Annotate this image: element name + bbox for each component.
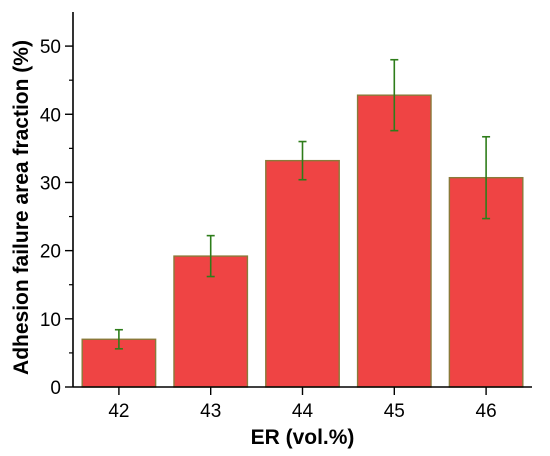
x-axis-title: ER (vol.%) [251, 426, 355, 449]
error-bar-43 [206, 234, 215, 278]
error-bar-45 [390, 58, 399, 132]
y-ticks: 0 10 20 30 40 50 [40, 37, 73, 399]
bar-44 [265, 159, 340, 388]
y-tick-label: 10 [40, 310, 61, 331]
bar-45 [356, 94, 432, 388]
error-bar-44 [298, 140, 307, 181]
x-tick-label: 43 [200, 401, 221, 422]
x-tick-label: 46 [476, 401, 497, 422]
bar-43 [173, 255, 249, 388]
y-tick-label: 20 [40, 242, 61, 263]
error-bars-layer [114, 58, 491, 350]
axes-layer: 0 10 20 30 40 50 42 43 44 45 46 [40, 12, 532, 422]
error-bar-46 [482, 135, 491, 220]
x-ticks: 42 43 44 45 46 [108, 387, 497, 422]
y-axis-title: Adhesion failure area fraction (%) [10, 40, 33, 375]
x-tick-label: 44 [292, 401, 314, 422]
x-tick-label: 45 [384, 401, 405, 422]
y-tick-label: 40 [40, 105, 61, 126]
error-bar-42 [114, 328, 123, 350]
y-tick-label: 30 [40, 173, 61, 194]
y-tick-label: 50 [40, 37, 61, 58]
x-tick-label: 42 [108, 401, 129, 422]
y-tick-label: 0 [50, 378, 61, 399]
bars-layer [81, 94, 524, 388]
